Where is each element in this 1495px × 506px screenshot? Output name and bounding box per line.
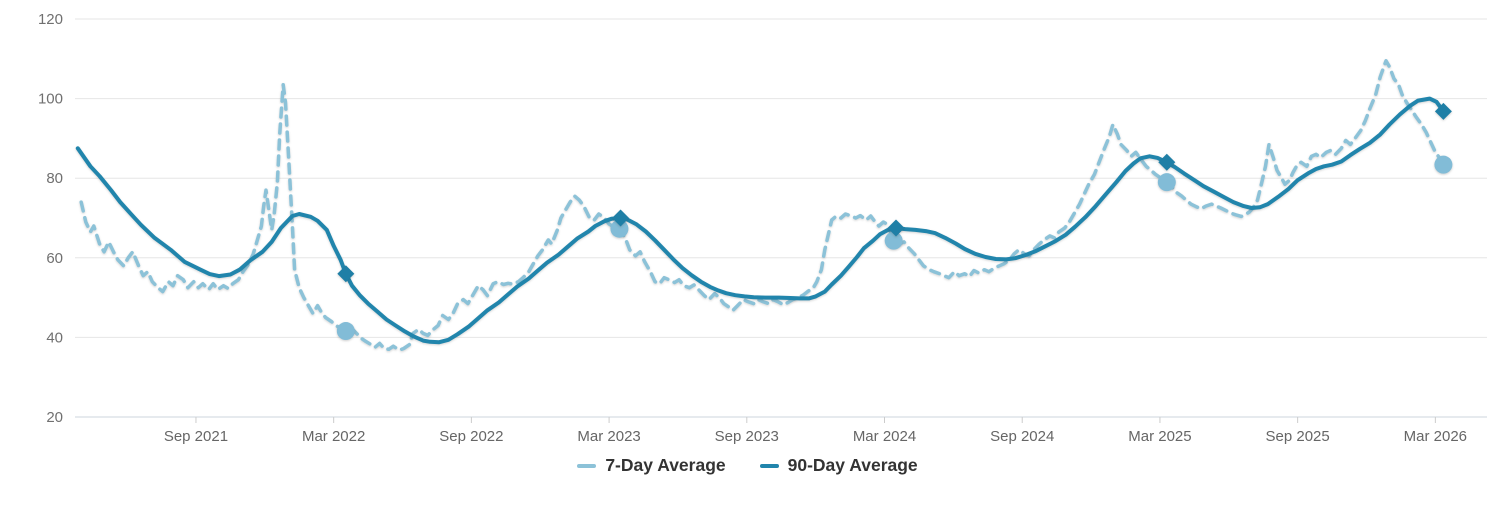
y-tick-label: 80 [46,170,63,187]
data-point-diamond-90-day[interactable] [337,265,355,283]
x-tick-label: Sep 2021 [164,428,228,445]
line-chart: 20 40 60 80 100 120 Sep 2021 Mar 2022 Sep 2022 M… [38,11,1487,445]
x-tick-label: Mar 2025 [1128,428,1191,445]
x-tick-label: Mar 2022 [302,428,365,445]
legend-item-7-day-average[interactable]: 7-Day Average [577,455,726,476]
y-tick-label: 100 [38,91,63,108]
legend-item-90-day-average[interactable]: 90-Day Average [759,455,918,476]
legend-label-90-day: 90-Day Average [787,455,918,475]
x-tick-label: Mar 2024 [853,428,916,445]
data-point-diamond-90-day[interactable] [887,219,905,237]
legend-label-7-day: 7-Day Average [605,455,726,475]
y-axis-labels: 20 40 60 80 100 120 [38,11,63,426]
data-point-circle-7-day[interactable] [1434,155,1453,174]
x-tick-label: Sep 2025 [1266,428,1330,445]
data-point-circle-7-day[interactable] [336,322,355,341]
y-tick-label: 20 [46,409,63,426]
data-point-diamond-90-day[interactable] [1434,102,1452,120]
x-tick-label: Sep 2022 [439,428,503,445]
y-tick-label: 40 [46,329,63,346]
x-axis: Sep 2021 Mar 2022 Sep 2022 Mar 2023 Sep 2023… [164,417,1467,445]
y-tick-label: 60 [46,250,63,267]
series-line-7-day[interactable] [79,59,1446,352]
series-group [75,59,1453,352]
data-point-circle-7-day[interactable] [610,219,629,238]
gridlines [75,18,1487,418]
legend: 7-Day Average 90-Day Average [0,455,1495,476]
x-tick-label: Mar 2026 [1404,428,1467,445]
data-point-circle-7-day[interactable] [884,231,903,250]
data-point-diamond-90-day[interactable] [612,209,630,227]
x-tick-label: Sep 2024 [990,428,1054,445]
data-point-diamond-90-day[interactable] [1158,153,1176,171]
x-tick-label: Sep 2023 [715,428,779,445]
legend-dash-icon-90-day [759,463,779,468]
x-tick-label: Mar 2023 [577,428,640,445]
legend-dash-icon-7-day [577,463,597,468]
y-tick-label: 120 [38,11,63,28]
data-point-circle-7-day[interactable] [1157,173,1176,192]
series-line-90-day[interactable] [75,96,1446,345]
